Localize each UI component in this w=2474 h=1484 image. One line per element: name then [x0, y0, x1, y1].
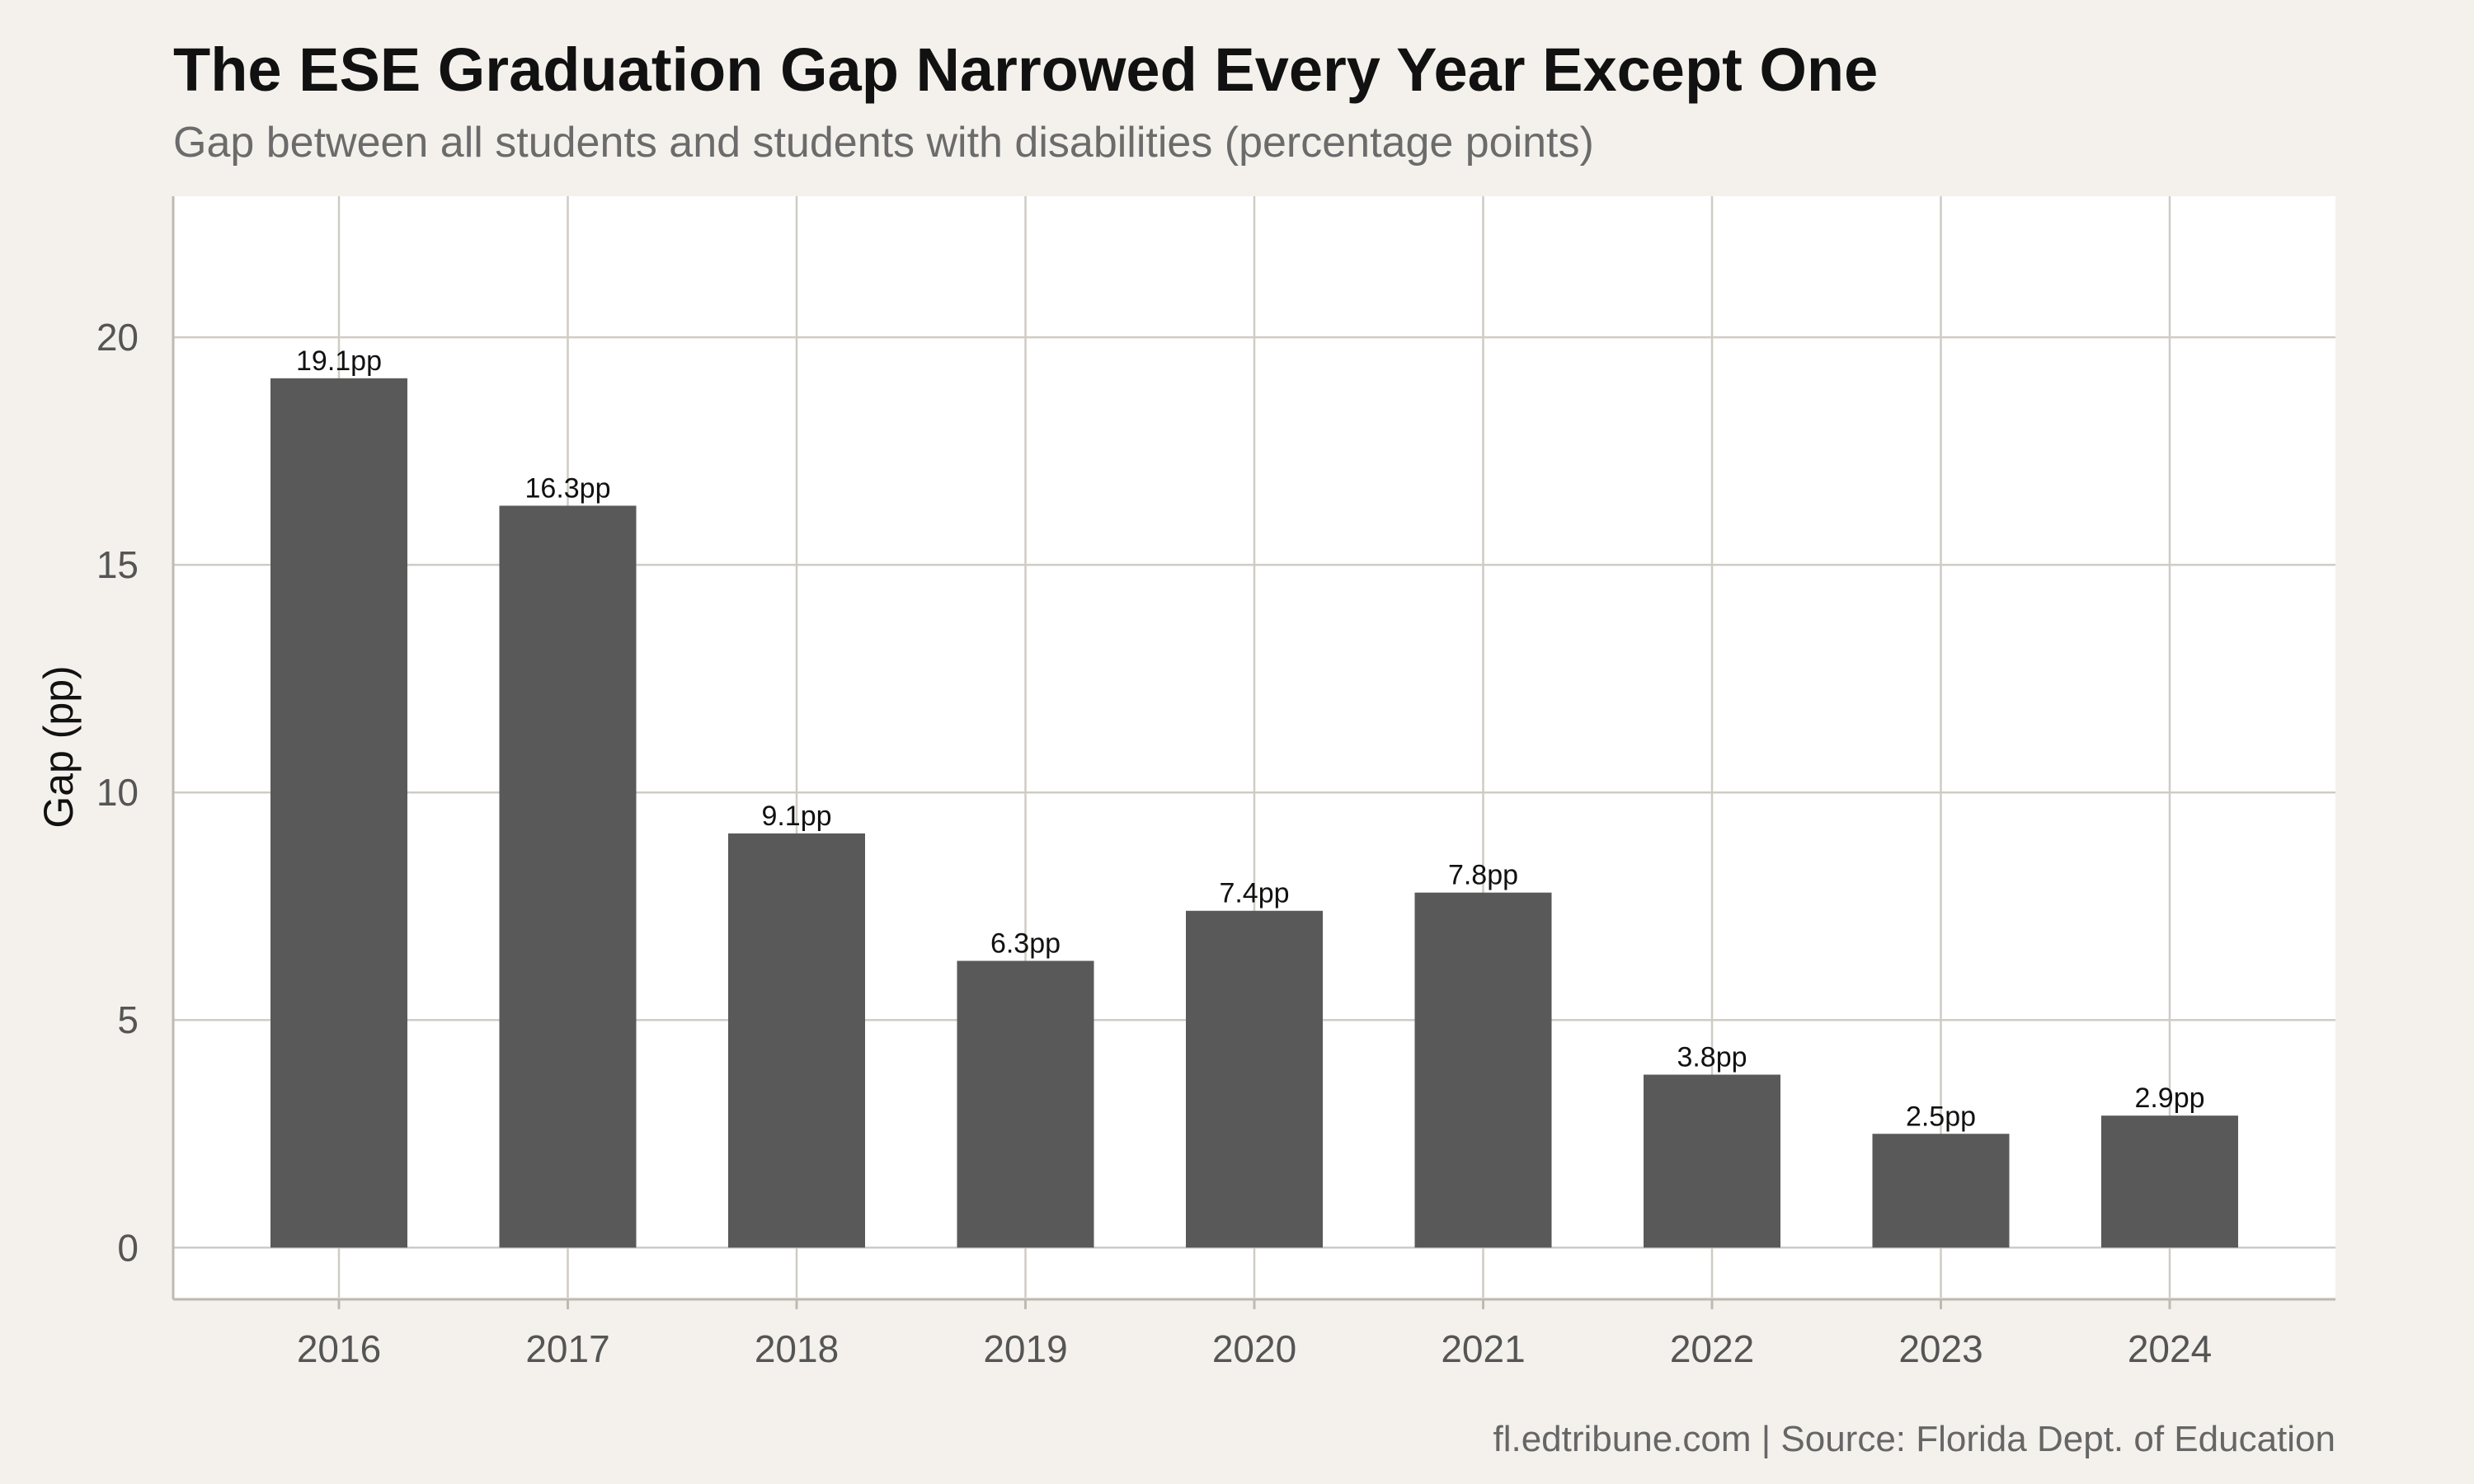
bar-2024 — [2101, 1115, 2238, 1248]
y-tick-label: 0 — [117, 1226, 139, 1269]
bars-layer — [270, 378, 2238, 1248]
y-tick-label: 15 — [96, 543, 139, 586]
x-tick-label-2024: 2024 — [2128, 1327, 2212, 1370]
data-label-2023: 2.5pp — [1906, 1101, 1976, 1132]
y-axis-ticks: 0 5 10 15 20 — [96, 316, 139, 1269]
x-tick-label-2021: 2021 — [1441, 1327, 1525, 1370]
bar-2018 — [728, 833, 865, 1248]
data-label-2016: 19.1pp — [296, 345, 382, 377]
chart-title: The ESE Graduation Gap Narrowed Every Ye… — [173, 35, 1878, 104]
data-label-2017: 16.3pp — [525, 472, 611, 504]
chart-subtitle: Gap between all students and students wi… — [173, 119, 1594, 167]
data-label-2021: 7.8pp — [1448, 860, 1518, 891]
y-axis-label: Gap (pp) — [35, 665, 82, 828]
y-tick-label: 20 — [96, 316, 139, 359]
x-tick-label-2018: 2018 — [755, 1327, 839, 1370]
bar-2022 — [1644, 1074, 1780, 1248]
x-tick-label-2023: 2023 — [1898, 1327, 1982, 1370]
bar-2016 — [270, 378, 407, 1248]
x-axis-ticks: 2016 2017 2018 2019 2020 2021 2022 2023 2024 — [297, 1299, 2212, 1370]
chart-caption: fl.edtribune.com | Source: Florida Dept.… — [1493, 1419, 2335, 1459]
bar-2021 — [1414, 892, 1552, 1248]
bar-2023 — [1872, 1134, 2010, 1248]
x-tick-label-2022: 2022 — [1670, 1327, 1754, 1370]
bar-2019 — [957, 960, 1094, 1248]
data-label-2022: 3.8pp — [1677, 1041, 1747, 1073]
data-label-2020: 7.4pp — [1219, 878, 1289, 909]
data-label-2024: 2.9pp — [2134, 1082, 2204, 1114]
data-labels-layer: 19.1pp 16.3pp 9.1pp 6.3pp 7.4pp 7.8pp 3.8pp 2.5… — [296, 345, 2205, 1132]
bar-2020 — [1186, 910, 1323, 1248]
bar-2017 — [499, 505, 637, 1248]
x-tick-label-2019: 2019 — [983, 1327, 1067, 1370]
x-tick-label-2016: 2016 — [297, 1327, 381, 1370]
data-label-2019: 6.3pp — [990, 928, 1061, 959]
x-tick-label-2020: 2020 — [1212, 1327, 1296, 1370]
data-label-2018: 9.1pp — [761, 801, 831, 832]
y-tick-label: 5 — [117, 998, 139, 1041]
y-tick-label: 10 — [96, 771, 139, 814]
x-tick-label-2017: 2017 — [525, 1327, 609, 1370]
